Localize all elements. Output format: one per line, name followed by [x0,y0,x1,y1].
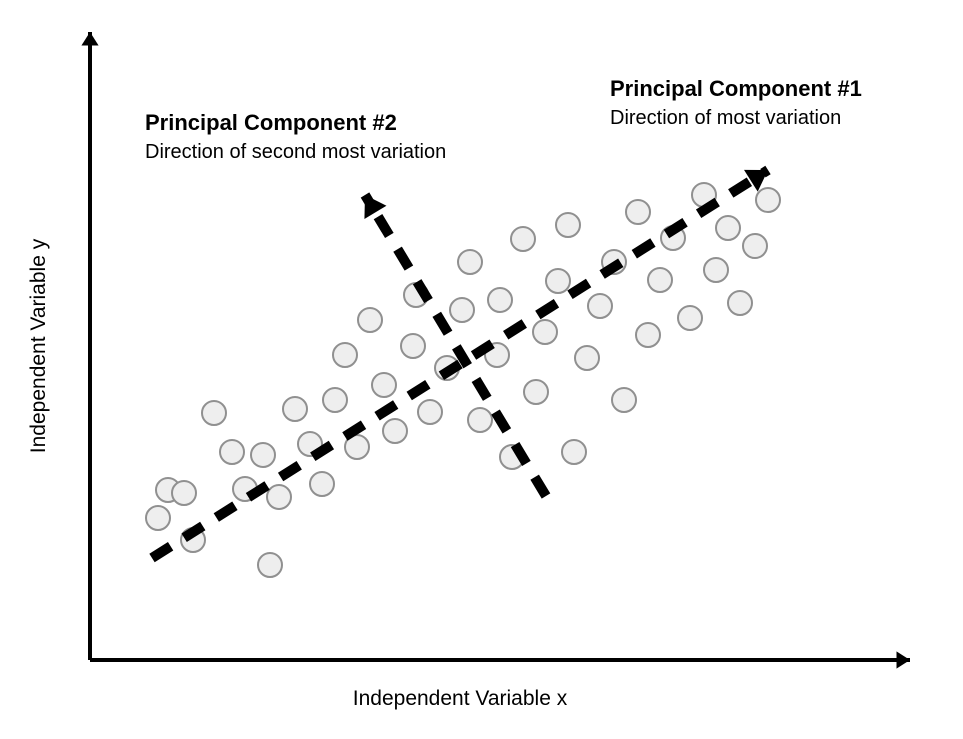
scatter-point [258,553,282,577]
scatter-point [172,481,196,505]
pc1-subtitle: Direction of most variation [610,107,841,129]
scatter-point [458,250,482,274]
scatter-point [756,188,780,212]
pca-diagram: Independent Variable x Independent Variab… [0,0,963,739]
scatter-point [323,388,347,412]
scatter-points [146,183,780,577]
scatter-point [556,213,580,237]
scatter-point [450,298,474,322]
scatter-point [562,440,586,464]
y-axis-arrowhead-icon [81,32,98,46]
scatter-point [728,291,752,315]
scatter-point [716,216,740,240]
scatter-point [372,373,396,397]
scatter-point [524,380,548,404]
scatter-point [310,472,334,496]
scatter-point [648,268,672,292]
scatter-point [383,419,407,443]
pc2-arrowhead-icon [364,195,386,219]
scatter-point [146,506,170,530]
x-axis-label: Independent Variable x [353,687,568,710]
scatter-point [612,388,636,412]
y-axis-label: Independent Variable y [27,238,50,453]
scatter-point [533,320,557,344]
scatter-point [678,306,702,330]
scatter-point [251,443,275,467]
scatter-point [401,334,425,358]
scatter-point [468,408,492,432]
pc1-line [152,170,768,558]
scatter-point [418,400,442,424]
scatter-point [283,397,307,421]
scatter-point [588,294,612,318]
pc2-title: Principal Component #2 [145,110,397,135]
scatter-point [488,288,512,312]
scatter-point [333,343,357,367]
scatter-point [743,234,767,258]
scatter-point [626,200,650,224]
scatter-point [546,269,570,293]
pc1-title: Principal Component #1 [610,76,862,101]
scatter-point [704,258,728,282]
scatter-point [575,346,599,370]
scatter-point [358,308,382,332]
scatter-point [267,485,291,509]
scatter-point [220,440,244,464]
pc2-subtitle: Direction of second most variation [145,141,446,163]
scatter-point [636,323,660,347]
scatter-point [202,401,226,425]
x-axis-arrowhead-icon [896,651,910,668]
scatter-point [511,227,535,251]
